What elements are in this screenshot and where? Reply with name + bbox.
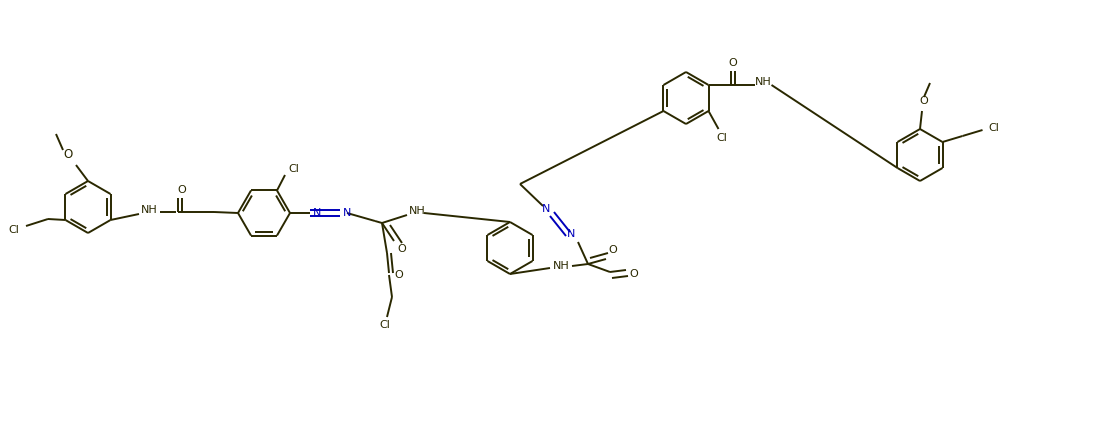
Text: Cl: Cl: [9, 225, 20, 235]
Text: NH: NH: [408, 206, 426, 216]
Text: NH: NH: [553, 261, 569, 271]
Text: Cl: Cl: [716, 133, 727, 143]
Text: NH: NH: [140, 205, 157, 215]
Text: Cl: Cl: [289, 164, 299, 174]
Text: O: O: [395, 270, 404, 280]
Text: NH: NH: [755, 77, 772, 87]
Text: N: N: [342, 208, 351, 218]
Text: O: O: [630, 269, 638, 279]
Text: O: O: [919, 96, 928, 106]
Text: O: O: [64, 147, 72, 161]
Text: N: N: [567, 229, 575, 239]
Text: Cl: Cl: [988, 123, 999, 133]
Text: O: O: [728, 58, 737, 68]
Text: O: O: [609, 245, 618, 255]
Text: O: O: [178, 185, 186, 195]
Text: O: O: [397, 244, 406, 254]
Text: N: N: [313, 208, 321, 218]
Text: Cl: Cl: [380, 320, 391, 330]
Text: N: N: [542, 204, 551, 214]
